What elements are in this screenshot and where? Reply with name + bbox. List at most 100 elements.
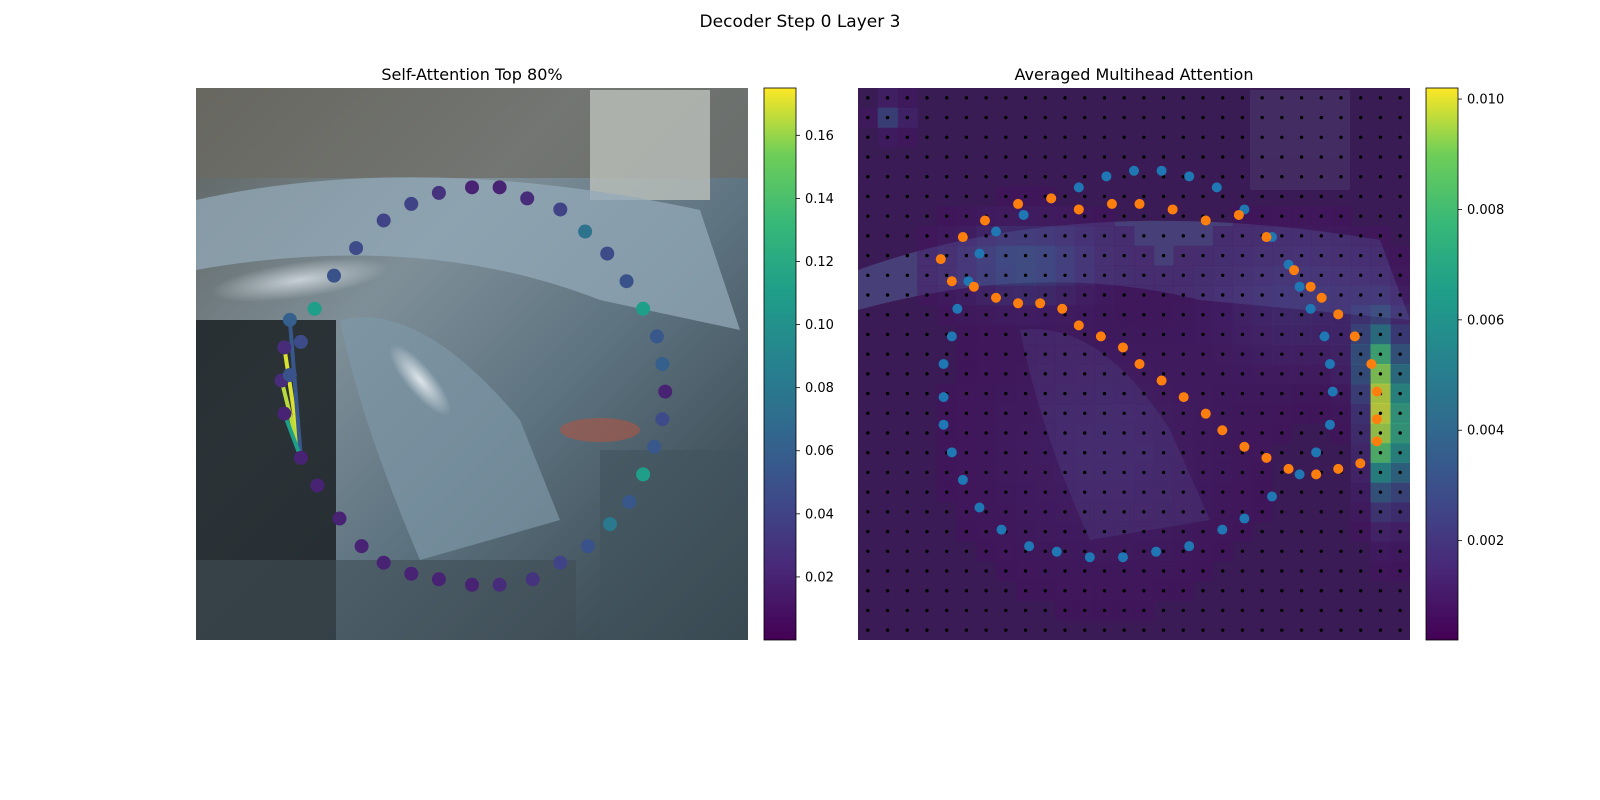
reference-point [925, 352, 929, 356]
reference-point [1004, 293, 1008, 297]
sampling-point [968, 281, 979, 292]
contour-point [354, 539, 369, 554]
reference-point [866, 470, 870, 475]
reference-point [1260, 332, 1264, 337]
reference-point [984, 352, 988, 356]
reference-point [1260, 451, 1264, 455]
reference-point [984, 194, 988, 199]
sampling-point [1324, 419, 1335, 430]
reference-point [885, 451, 890, 455]
reference-point [1398, 451, 1402, 455]
reference-point [925, 391, 929, 396]
reference-point [1398, 490, 1402, 494]
reference-point [866, 234, 870, 238]
reference-point [1378, 155, 1383, 159]
sampling-point [1156, 165, 1167, 176]
reference-point [1043, 214, 1047, 218]
reference-point [885, 175, 890, 179]
reference-point [1201, 352, 1205, 356]
reference-point [1181, 96, 1185, 100]
reference-point [1240, 175, 1245, 179]
reference-point [1142, 352, 1146, 356]
reference-point [1240, 411, 1245, 415]
reference-point [1378, 589, 1383, 593]
reference-point [964, 411, 969, 415]
sampling-point [1117, 552, 1128, 563]
reference-point [1240, 608, 1245, 613]
reference-point [964, 391, 969, 396]
reference-point [1102, 313, 1107, 317]
reference-point [984, 313, 988, 317]
reference-point [1043, 529, 1047, 534]
reference-point [1339, 332, 1343, 337]
reference-point [885, 490, 890, 494]
reference-point [945, 96, 949, 100]
colorbar-tick-label: 0.008 [1467, 203, 1504, 218]
reference-point [1004, 214, 1008, 218]
reference-point [1004, 253, 1008, 258]
reference-point [925, 194, 929, 199]
reference-point [1161, 194, 1166, 199]
reference-point [1319, 214, 1323, 218]
reference-point [1004, 549, 1008, 553]
reference-point [984, 155, 988, 159]
contour-point [619, 274, 634, 289]
reference-point [1023, 431, 1028, 435]
reference-point [1102, 372, 1107, 376]
reference-point [964, 115, 969, 120]
reference-point [1043, 135, 1047, 139]
reference-point [1299, 510, 1304, 514]
reference-point [1280, 411, 1284, 415]
reference-point [1043, 194, 1047, 199]
sampling-point [1101, 171, 1112, 182]
reference-point [905, 273, 909, 277]
reference-point [1181, 214, 1185, 218]
reference-point [1181, 529, 1185, 534]
reference-point [1221, 96, 1225, 100]
reference-point [1240, 569, 1245, 573]
reference-point [945, 470, 949, 475]
reference-point [1023, 490, 1028, 494]
reference-point [1083, 431, 1087, 435]
reference-point [905, 411, 909, 415]
reference-point [945, 352, 949, 356]
reference-point [1240, 549, 1245, 553]
reference-point [1043, 372, 1047, 376]
reference-point [925, 115, 929, 120]
reference-point [1161, 589, 1166, 593]
reference-point [866, 214, 870, 218]
reference-point [1359, 352, 1363, 356]
reference-point [1004, 628, 1008, 632]
reference-point [984, 391, 988, 396]
reference-point [1063, 313, 1067, 317]
reference-point [1339, 135, 1343, 139]
sampling-point [1024, 541, 1035, 552]
reference-point [984, 431, 988, 435]
reference-point [1359, 431, 1363, 435]
sampling-point [1294, 281, 1305, 292]
reference-point [945, 194, 949, 199]
reference-point [885, 293, 890, 297]
reference-point [984, 628, 988, 632]
reference-point [1339, 273, 1343, 277]
reference-point [1201, 470, 1205, 475]
reference-point [964, 451, 969, 455]
reference-point [1161, 391, 1166, 396]
reference-point [1201, 155, 1205, 159]
reference-point [1359, 372, 1363, 376]
reference-point [1142, 273, 1146, 277]
reference-point [1359, 273, 1363, 277]
contour-point [404, 196, 419, 211]
reference-point [1260, 253, 1264, 258]
contour-point [293, 334, 308, 349]
reference-point [905, 115, 909, 120]
reference-point [1319, 234, 1323, 238]
reference-point [1240, 372, 1245, 376]
reference-point [1142, 490, 1146, 494]
reference-point [885, 135, 890, 139]
reference-point [1260, 372, 1264, 376]
reference-point [1201, 273, 1205, 277]
contour-point [655, 357, 670, 371]
reference-point [964, 470, 969, 475]
reference-point [1122, 175, 1126, 179]
